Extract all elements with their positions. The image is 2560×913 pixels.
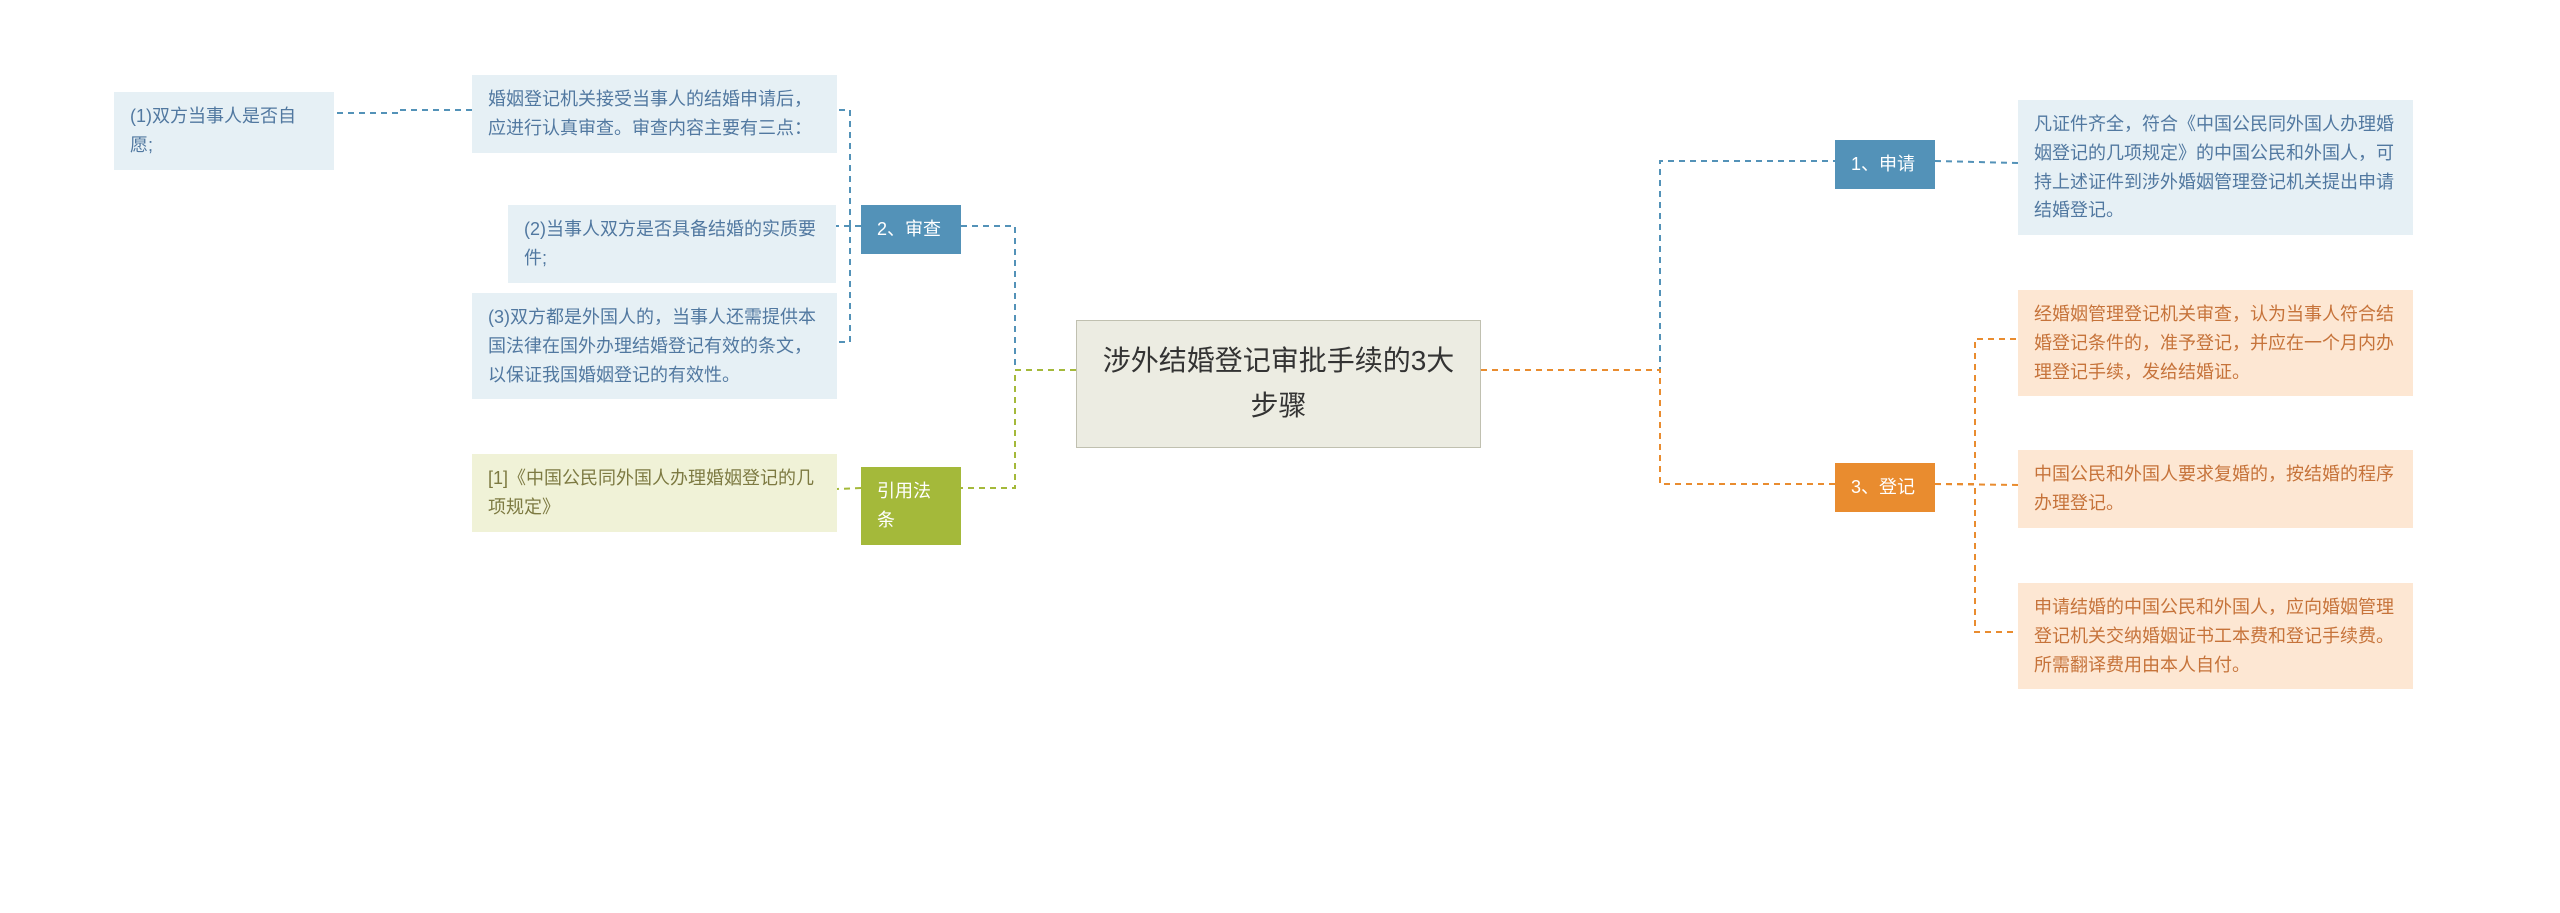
node-step3_a: 经婚姻管理登记机关审查，认为当事人符合结婚登记条件的，准予登记，并应在一个月内办… <box>2018 290 2413 396</box>
node-text-step3_a: 经婚姻管理登记机关审查，认为当事人符合结婚登记条件的，准予登记，并应在一个月内办… <box>2034 304 2394 382</box>
connector-0 <box>1481 161 1835 370</box>
connector-6 <box>1935 484 2018 485</box>
connector-11 <box>837 488 861 489</box>
node-text-step1_detail: 凡证件齐全，符合《中国公民同外国人办理婚姻登记的几项规定》的中国公民和外国人，可… <box>2034 114 2394 220</box>
node-text-step3_b: 中国公民和外国人要求复婚的，按结婚的程序办理登记。 <box>2034 464 2394 513</box>
node-text-laws: 引用法条 <box>877 481 931 530</box>
node-laws: 引用法条 <box>861 467 961 545</box>
node-step2_intro: 婚姻登记机关接受当事人的结婚申请后，应进行认真审查。审查内容主要有三点： <box>472 75 837 153</box>
connector-12 <box>334 110 472 113</box>
node-step3: 3、登记 <box>1835 463 1935 512</box>
node-step1: 1、申请 <box>1835 140 1935 189</box>
connector-7 <box>1935 484 2018 632</box>
node-text-step2: 2、审查 <box>877 219 941 239</box>
node-text-step2_1: (1)双方当事人是否自愿; <box>130 106 296 155</box>
node-text-laws_detail: [1]《中国公民同外国人办理婚姻登记的几项规定》 <box>488 468 814 517</box>
node-step2_3: (3)双方都是外国人的，当事人还需提供本国法律在国外办理结婚登记有效的条文，以保… <box>472 293 837 399</box>
node-step2_1: (1)双方当事人是否自愿; <box>114 92 334 170</box>
node-text-step3_c: 申请结婚的中国公民和外国人，应向婚姻管理登记机关交纳婚姻证书工本费和登记手续费。… <box>2034 597 2394 675</box>
node-step1_detail: 凡证件齐全，符合《中国公民同外国人办理婚姻登记的几项规定》的中国公民和外国人，可… <box>2018 100 2413 235</box>
node-text-step2_3: (3)双方都是外国人的，当事人还需提供本国法律在国外办理结婚登记有效的条文，以保… <box>488 307 816 385</box>
node-text-step2_2: (2)当事人双方是否具备结婚的实质要件; <box>524 219 816 268</box>
connector-2 <box>961 226 1076 370</box>
connector-10 <box>837 226 861 342</box>
connector-5 <box>1935 339 2018 484</box>
connector-1 <box>1481 370 1835 484</box>
node-text-step3: 3、登记 <box>1851 477 1915 497</box>
node-step3_c: 申请结婚的中国公民和外国人，应向婚姻管理登记机关交纳婚姻证书工本费和登记手续费。… <box>2018 583 2413 689</box>
connector-8 <box>837 110 861 226</box>
node-step2: 2、审查 <box>861 205 961 254</box>
node-root: 涉外结婚登记审批手续的3大步骤 <box>1076 320 1481 448</box>
node-laws_detail: [1]《中国公民同外国人办理婚姻登记的几项规定》 <box>472 454 837 532</box>
node-step2_2: (2)当事人双方是否具备结婚的实质要件; <box>508 205 836 283</box>
node-text-root: 涉外结婚登记审批手续的3大步骤 <box>1103 345 1455 421</box>
node-text-step2_intro: 婚姻登记机关接受当事人的结婚申请后，应进行认真审查。审查内容主要有三点： <box>488 89 812 138</box>
node-text-step1: 1、申请 <box>1851 154 1915 174</box>
node-step3_b: 中国公民和外国人要求复婚的，按结婚的程序办理登记。 <box>2018 450 2413 528</box>
connector-3 <box>961 370 1076 488</box>
connector-4 <box>1935 161 2018 163</box>
